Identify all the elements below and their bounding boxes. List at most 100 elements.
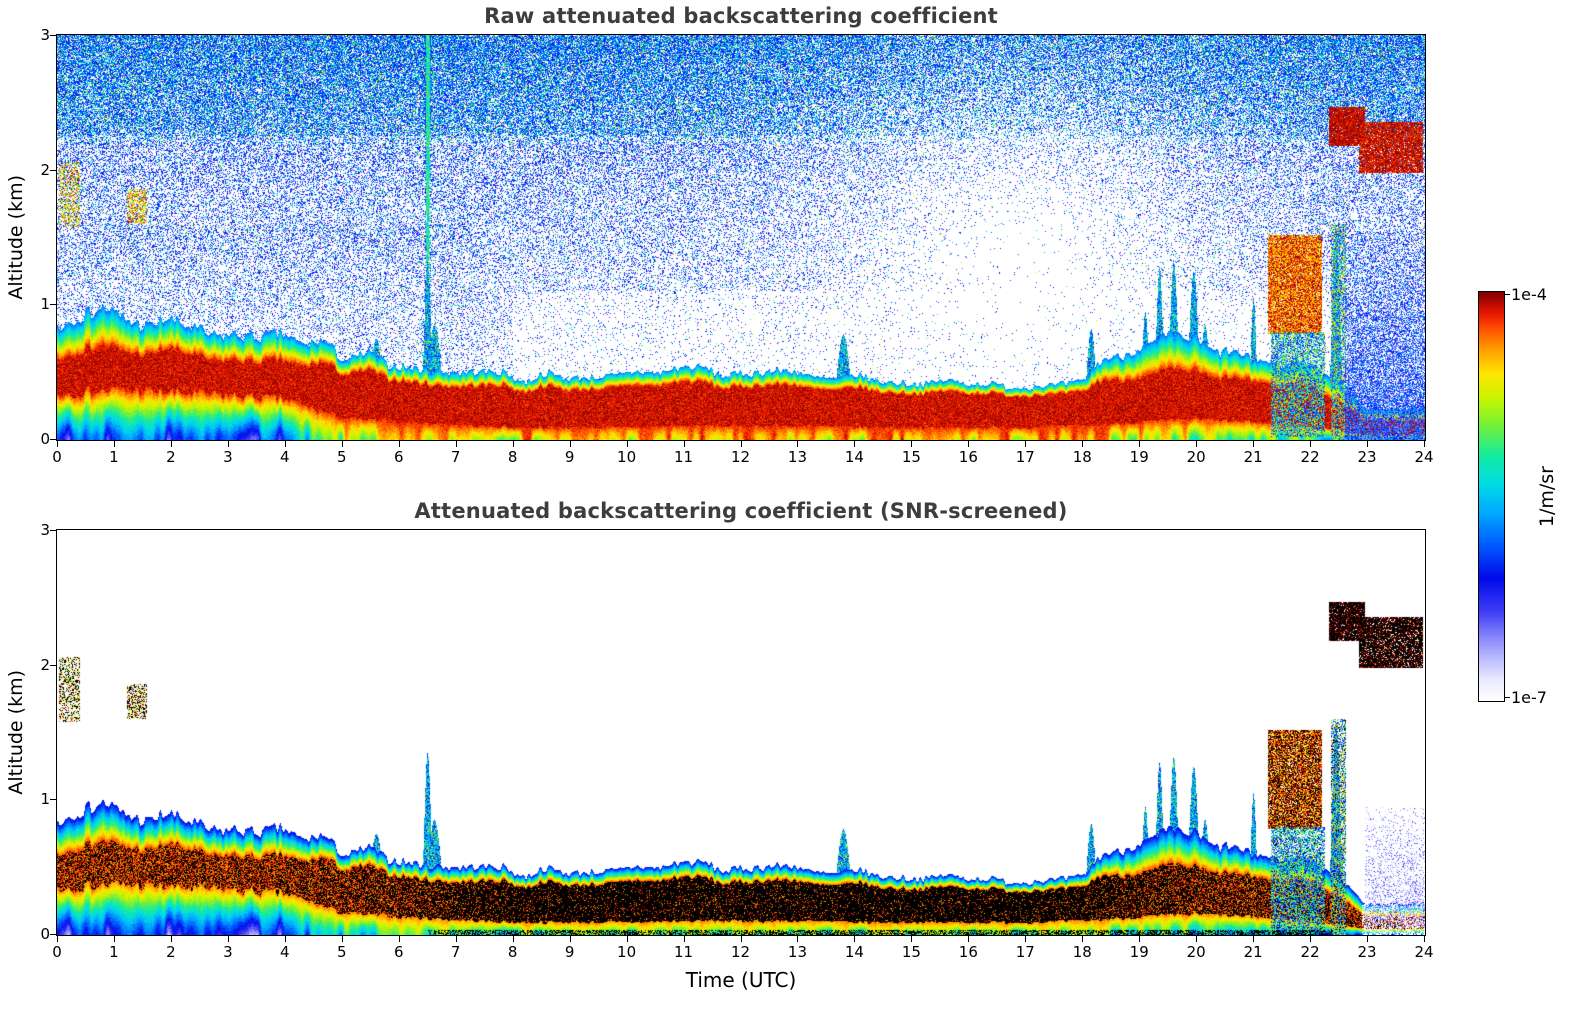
screened-y-tick-label: 3 [40, 521, 50, 539]
screened-y-tick-mark [50, 934, 56, 935]
raw-x-tick-label: 21 [1243, 448, 1263, 466]
raw-y-tick-label: 3 [40, 26, 50, 44]
raw-x-tick-mark [626, 441, 628, 447]
raw-x-tick-mark [911, 441, 913, 447]
colorbar [1478, 291, 1505, 702]
screened-x-tick-mark [569, 936, 571, 942]
screened-x-tick-mark [455, 936, 457, 942]
raw-y-tick-label: 2 [40, 160, 50, 179]
screened-x-tick-label: 6 [393, 943, 404, 961]
screened-y-tick-mark [50, 799, 56, 801]
raw-x-tick-mark [284, 441, 286, 447]
screened-x-tick-mark [1424, 936, 1425, 942]
screened-y-tick-label: 1 [40, 790, 50, 809]
screened-x-tick-mark [1025, 936, 1027, 942]
raw-y-axis-label: Altitude (km) [4, 34, 28, 441]
screened-y-tick-label: 2 [40, 655, 50, 674]
raw-x-tick-mark [57, 441, 58, 447]
screened-y-axis-label: Altitude (km) [4, 529, 28, 936]
colorbar-tick [1505, 294, 1510, 295]
raw-x-tick-label: 24 [1414, 448, 1434, 466]
screened-x-tick-mark [626, 936, 628, 942]
screened-x-tick-mark [968, 936, 970, 942]
screened-x-tick-mark [284, 936, 286, 942]
screened-x-tick-label: 24 [1414, 943, 1434, 961]
raw-x-tick-label: 15 [901, 448, 921, 466]
raw-y-tick-mark [50, 169, 56, 171]
screened-y-axis-label-text: Altitude (km) [5, 670, 27, 795]
colorbar-min-label: 1e-7 [1511, 688, 1547, 707]
screened-x-tick-label: 18 [1072, 943, 1092, 961]
raw-y-tick-mark [50, 439, 56, 440]
screened-x-tick-label: 10 [617, 943, 637, 961]
raw-x-tick-label: 16 [958, 448, 978, 466]
screened-x-tick-label: 23 [1357, 943, 1377, 961]
raw-x-tick-mark [797, 441, 799, 447]
screened-x-tick-label: 19 [1129, 943, 1149, 961]
screened-x-tick-mark [512, 936, 514, 942]
raw-x-tick-mark [1139, 441, 1141, 447]
screened-x-tick-label: 1 [109, 943, 119, 961]
raw-x-tick-mark [398, 441, 400, 447]
raw-y-tick-mark [50, 304, 56, 306]
raw-x-tick-mark [1253, 441, 1255, 447]
raw-x-tick-mark [1367, 441, 1369, 447]
screened-plot-frame [56, 529, 1426, 936]
raw-x-tick-label: 12 [730, 448, 751, 466]
raw-y-axis-label-text: Altitude (km) [5, 175, 27, 300]
raw-y-tick-label: 0 [40, 430, 50, 448]
raw-x-tick-label: 4 [280, 448, 290, 466]
raw-x-tick-mark [1025, 441, 1027, 447]
screened-x-tick-mark [227, 936, 229, 942]
raw-y-tick-label: 1 [40, 295, 50, 314]
raw-x-tick-label: 7 [450, 448, 461, 466]
raw-x-tick-mark [1082, 441, 1084, 447]
raw-x-tick-label: 20 [1186, 448, 1206, 466]
raw-x-tick-mark [113, 441, 115, 447]
screened-x-tick-mark [797, 936, 799, 942]
x-axis-label: Time (UTC) [685, 968, 797, 992]
raw-x-tick-mark [170, 441, 172, 447]
raw-x-tick-mark [455, 441, 457, 447]
screened-x-tick-label: 11 [673, 943, 694, 961]
raw-x-tick-label: 11 [673, 448, 694, 466]
screened-x-tick-mark [1196, 936, 1198, 942]
colorbar-units-label: 1/m/sr [1536, 291, 1558, 702]
raw-x-tick-label: 9 [564, 448, 575, 466]
screened-x-tick-mark [341, 936, 343, 942]
colorbar-tick [1505, 697, 1510, 698]
screened-x-tick-mark [854, 936, 856, 942]
screened-y-tick-mark [50, 664, 56, 666]
screened-x-tick-label: 4 [280, 943, 290, 961]
raw-x-tick-mark [341, 441, 343, 447]
screened-x-tick-label: 21 [1243, 943, 1263, 961]
screened-x-tick-mark [113, 936, 115, 942]
screened-x-tick-mark [1367, 936, 1369, 942]
screened-x-tick-label: 0 [52, 943, 62, 961]
raw-x-tick-label: 23 [1357, 448, 1377, 466]
raw-heatmap [57, 35, 1425, 440]
raw-x-tick-label: 10 [617, 448, 637, 466]
raw-x-tick-label: 18 [1072, 448, 1092, 466]
screened-x-tick-mark [1082, 936, 1084, 942]
raw-x-tick-mark [1310, 441, 1312, 447]
raw-x-tick-mark [854, 441, 856, 447]
raw-x-tick-mark [683, 441, 685, 447]
raw-x-tick-label: 14 [844, 448, 864, 466]
screened-x-tick-mark [398, 936, 400, 942]
screened-x-tick-label: 2 [166, 943, 176, 961]
screened-x-tick-mark [1310, 936, 1312, 942]
screened-x-tick-label: 5 [337, 943, 347, 961]
raw-x-tick-label: 0 [52, 448, 62, 466]
screened-x-tick-label: 12 [730, 943, 751, 961]
screened-x-tick-label: 16 [958, 943, 978, 961]
colorbar-max-label: 1e-4 [1511, 285, 1547, 304]
screened-x-tick-label: 20 [1186, 943, 1206, 961]
colorbar-gradient [1479, 292, 1504, 701]
raw-x-tick-label: 8 [507, 448, 518, 466]
screened-heatmap [57, 530, 1425, 935]
raw-x-tick-label: 3 [223, 448, 233, 466]
raw-x-tick-mark [512, 441, 514, 447]
screened-x-tick-mark [740, 936, 742, 942]
